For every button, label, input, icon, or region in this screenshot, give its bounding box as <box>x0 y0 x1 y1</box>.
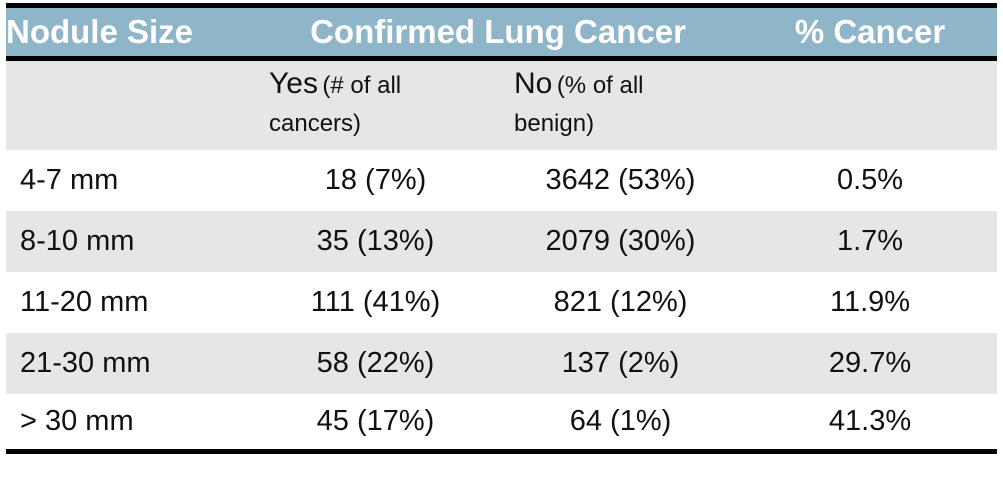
cell-pct-cancer: 0.5% <box>836 163 904 196</box>
header-pct-cancer: % Cancer <box>794 13 946 50</box>
cell-nodule-size: 11-20 mm <box>20 285 149 318</box>
cell-pct-cancer: 29.7% <box>828 346 912 379</box>
cell-nodule-size: 8-10 mm <box>20 224 135 257</box>
cell-nodule-size: > 30 mm <box>20 404 134 437</box>
subheader-no-text: No (% of all benign) <box>498 66 724 144</box>
cell-nodule-size: 21-30 mm <box>20 346 151 379</box>
subheader-no-label: No <box>514 67 553 101</box>
cell-no: 64 (1%) <box>569 404 672 437</box>
table-row: > 30 mm 45 (17%) 64 (1%) 41.3% <box>6 393 998 452</box>
table-row: 21-30 mm 58 (22%) 137 (2%) 29.7% <box>6 332 998 394</box>
cell-no: 137 (2%) <box>561 346 680 379</box>
subheader-empty-right <box>743 59 997 150</box>
cell-yes: 111 (41%) <box>310 285 441 318</box>
cell-no: 3642 (53%) <box>545 163 696 196</box>
cell-yes: 35 (13%) <box>316 224 435 257</box>
cell-yes: 45 (17%) <box>316 404 435 437</box>
subheader-yes-note: (# of all cancers) <box>269 72 402 138</box>
subheader-empty-left <box>6 59 253 150</box>
subheader-row: Yes (# of all cancers) No (% of all beni… <box>6 58 998 150</box>
subheader-yes-label: Yes <box>269 67 318 101</box>
cell-no: 2079 (30%) <box>545 224 696 257</box>
table-row: 11-20 mm 111 (41%) 821 (12%) 11.9% <box>6 271 998 333</box>
cell-pct-cancer: 41.3% <box>828 404 912 437</box>
cell-yes: 18 (7%) <box>324 163 427 196</box>
cell-nodule-size: 4-7 mm <box>20 163 119 196</box>
table-container: Nodule Size Confirmed Lung Cancer % Canc… <box>6 3 998 454</box>
cell-pct-cancer: 11.9% <box>829 285 911 318</box>
cell-pct-cancer: 1.7% <box>836 224 904 257</box>
nodule-size-table: Nodule Size Confirmed Lung Cancer % Canc… <box>6 3 998 454</box>
header-confirmed-lung-cancer: Confirmed Lung Cancer <box>310 13 686 50</box>
table-row: 4-7 mm 18 (7%) 3642 (53%) 0.5% <box>6 149 998 211</box>
cell-no: 821 (12%) <box>553 285 688 318</box>
subheader-no-note: (% of all benign) <box>514 72 644 138</box>
cell-yes: 58 (22%) <box>316 346 435 379</box>
header-row: Nodule Size Confirmed Lung Cancer % Canc… <box>6 5 998 59</box>
subheader-yes-text: Yes (# of all cancers) <box>253 66 479 144</box>
table-row: 8-10 mm 35 (13%) 2079 (30%) 1.7% <box>6 210 998 272</box>
subheader-yes-cell: Yes (# of all cancers) <box>253 59 498 150</box>
header-nodule-size: Nodule Size <box>6 13 194 50</box>
subheader-no-cell: No (% of all benign) <box>498 59 743 150</box>
